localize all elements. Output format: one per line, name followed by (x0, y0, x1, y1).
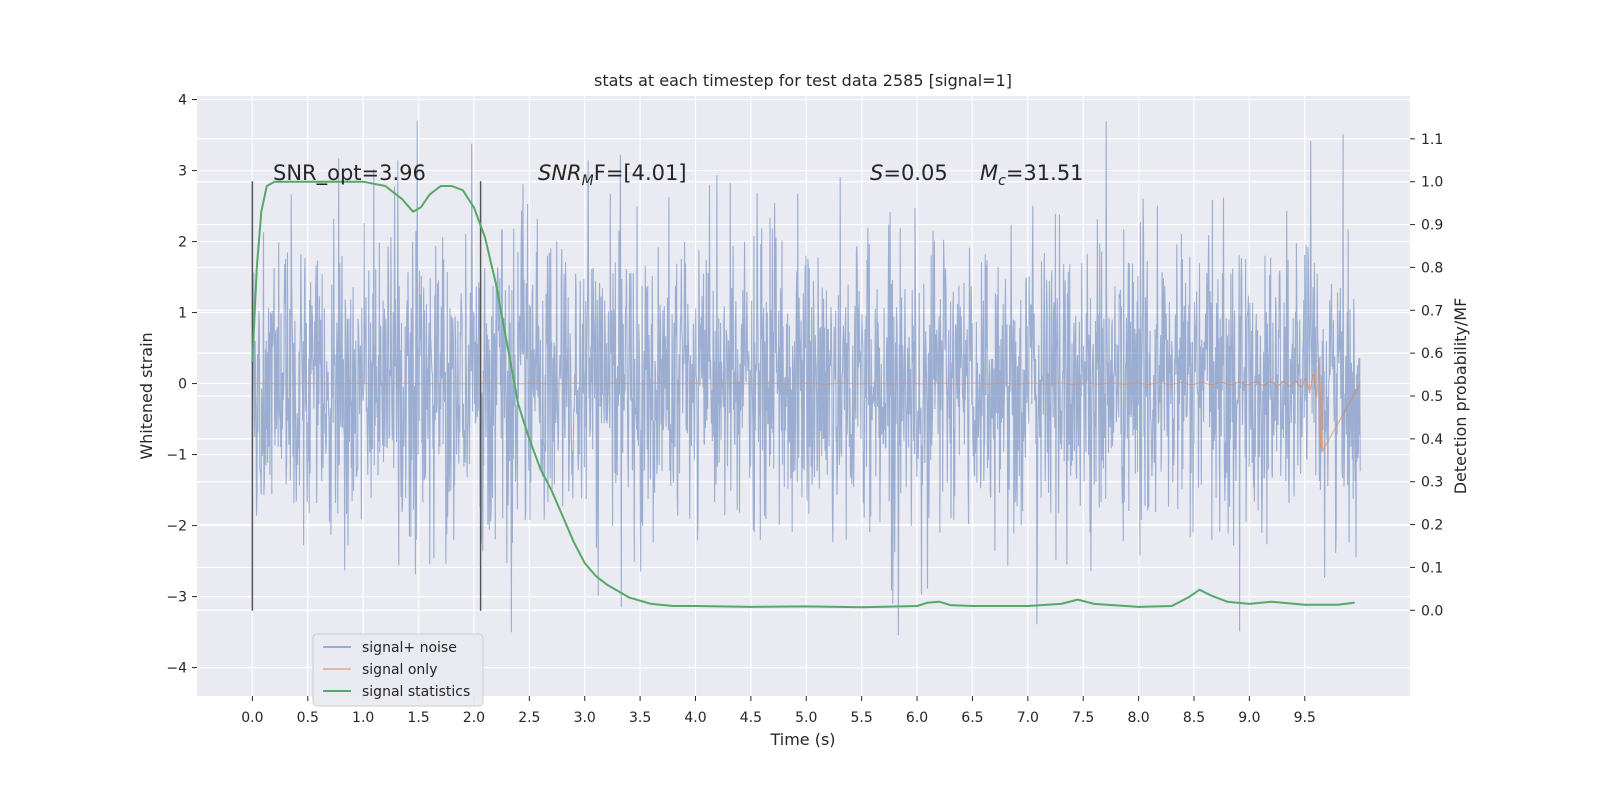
x-tick-label: 0.0 (241, 710, 263, 726)
mc-prefix: M (980, 161, 998, 185)
y-right-tick-label: 0.0 (1421, 603, 1443, 619)
legend-label-signal-only: signal only (362, 662, 437, 678)
signal-only-line (252, 358, 1361, 454)
x-tick-label: 3.5 (629, 710, 651, 726)
y-left-tick-label: 3 (178, 164, 187, 180)
snr-mf-suffix: F=[4.01] (594, 161, 687, 185)
x-axis-label: Time (s) (769, 730, 835, 749)
x-tick-label: 8.0 (1127, 710, 1149, 726)
x-tick-label: 4.5 (740, 710, 762, 726)
signal-noise-series (251, 120, 1361, 636)
y-right-tick-label: 0.6 (1421, 346, 1443, 362)
x-tick-label: 6.5 (961, 710, 983, 726)
legend: signal+ noise signal only signal statist… (312, 633, 484, 707)
snr-mf-subscript: M (582, 173, 594, 189)
x-tick-label: 4.0 (684, 710, 706, 726)
y-left-tick-label: 0 (178, 377, 187, 393)
x-tick-label: 1.0 (352, 710, 374, 726)
mc-annotation: Mc=31.51 (980, 161, 1084, 189)
snr-mf-annotation: SNRMF=[4.01] (538, 161, 687, 189)
y-right-axis-label: Detection probability/MF (1451, 298, 1470, 495)
x-tick-label: 9.0 (1238, 710, 1260, 726)
signal-statistics-series (251, 180, 1355, 609)
y-right-tick-label: 0.1 (1421, 560, 1443, 576)
x-tick-label: 5.0 (795, 710, 817, 726)
y-left-tick-label: −3 (166, 590, 187, 606)
snr-opt-annotation: SNR_opt=3.96 (273, 161, 426, 186)
legend-box (312, 633, 484, 707)
y-left-tick-label: 1 (178, 306, 187, 322)
x-tick-label: 5.5 (851, 710, 873, 726)
s-prefix: S (870, 161, 883, 185)
signal-only-series (252, 358, 1361, 454)
y-left-tick-label: 4 (178, 93, 187, 109)
y-right-tick-label: 1.1 (1421, 132, 1443, 148)
x-tick-label: 9.5 (1294, 710, 1316, 726)
y-right-tick-label: 0.4 (1421, 432, 1443, 448)
x-tick-label: 3.0 (574, 710, 596, 726)
mc-subscript: c (998, 173, 1006, 189)
y-right-tick-label: 0.3 (1421, 475, 1443, 491)
chart-title: stats at each timestep for test data 258… (594, 71, 1012, 90)
y-left-axis-label: Whitened strain (137, 332, 156, 459)
s-annotation: S=0.05 (870, 161, 948, 185)
x-tick-label: 8.5 (1183, 710, 1205, 726)
y-right-tick-label: 0.9 (1421, 218, 1443, 234)
y-left-tick-label: −2 (166, 519, 187, 535)
x-tick-labels: 0.0 0.5 1.0 1.5 2.0 2.5 3.0 3.5 4.0 4.5 5.0 5.5 6.0 6… (241, 696, 1316, 726)
signal-noise-line (251, 120, 1361, 636)
signal-statistics-line (251, 180, 1355, 609)
x-tick-label: 2.5 (518, 710, 540, 726)
legend-label-signal-statistics: signal statistics (362, 684, 470, 700)
x-tick-label: 7.0 (1017, 710, 1039, 726)
y-left-tick-label: −1 (166, 448, 187, 464)
y-right-tick-labels: 0.0 0.1 0.2 0.3 0.4 0.5 0.6 0.7 0.8 0.9 1.0 1.1 (1410, 132, 1443, 619)
mc-value: =31.51 (1006, 161, 1084, 185)
y-right-tick-label: 0.2 (1421, 518, 1443, 534)
y-left-tick-label: −4 (166, 661, 187, 677)
x-tick-label: 0.5 (297, 710, 319, 726)
y-left-tick-labels: −4 −3 −2 −1 0 1 2 3 4 (166, 93, 197, 677)
y-right-tick-label: 0.5 (1421, 389, 1443, 405)
y-left-tick-label: 2 (178, 235, 187, 251)
legend-label-signal-noise: signal+ noise (362, 640, 457, 656)
x-tick-label: 2.0 (463, 710, 485, 726)
snr-mf-prefix: SNR (538, 161, 582, 185)
x-tick-label: 7.5 (1072, 710, 1094, 726)
s-value: =0.05 (883, 161, 947, 185)
vertical-markers (251, 181, 482, 611)
x-tick-label: 1.5 (407, 710, 429, 726)
x-tick-label: 6.0 (906, 710, 928, 726)
y-right-tick-label: 0.8 (1421, 260, 1443, 276)
y-right-tick-label: 0.7 (1421, 303, 1443, 319)
y-right-tick-label: 1.0 (1421, 175, 1443, 191)
